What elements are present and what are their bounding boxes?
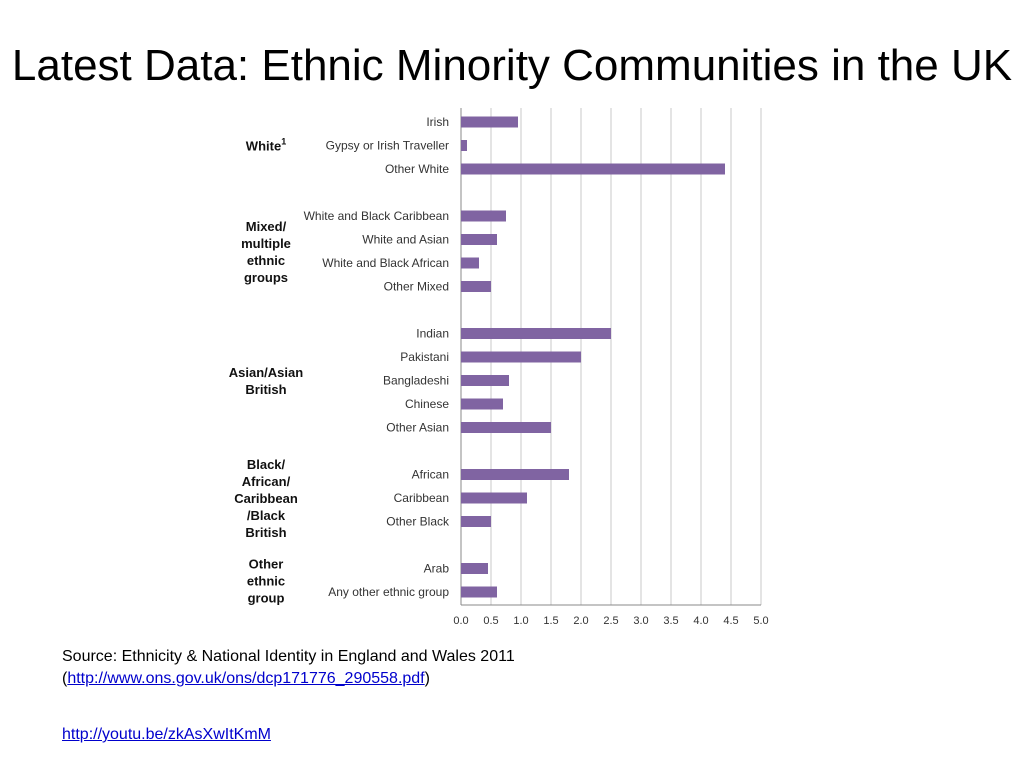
group-label: Other ethnic group (247, 556, 285, 605)
bar-chart: 0.0 0.5 1.0 1.5 2.0 2.5 3.0 3.5 4.0 4.5 5.0 Irish Gy… (229, 108, 769, 627)
slide-title: Latest Data: Ethnic Minority Communities… (11, 41, 1013, 90)
x-tick-label: 5.0 (753, 615, 768, 627)
category-label: Other Asian (386, 421, 449, 435)
x-tick-label: 4.5 (723, 615, 738, 627)
source-close-paren: ) (424, 670, 430, 687)
category-label: Arab (424, 562, 450, 576)
x-tick-label: 2.5 (603, 615, 618, 627)
bar (461, 422, 551, 433)
source-open-paren: ( (62, 670, 68, 687)
category-label: Indian (416, 327, 449, 341)
bar (461, 563, 488, 574)
category-label: African (412, 468, 449, 482)
source-link[interactable]: http://www.ons.gov.uk/ons/dcp171776_2905… (67, 670, 425, 687)
bar (461, 586, 497, 598)
x-tick-label: 0.5 (483, 615, 498, 627)
x-tick-label: 3.0 (633, 615, 648, 627)
source-note: Source: Ethnicity & National Identity in… (62, 646, 515, 690)
category-label: Chinese (405, 397, 449, 411)
category-label: White and Asian (362, 233, 449, 247)
bar (461, 140, 467, 151)
x-tick-label: 4.0 (693, 615, 708, 627)
x-tick-label: 1.0 (513, 615, 528, 627)
category-label: Any other ethnic group (328, 585, 449, 599)
bar (461, 469, 569, 480)
category-label: Other Mixed (384, 280, 449, 294)
category-label: Irish (426, 115, 449, 129)
bar (461, 257, 479, 269)
category-label: White and Black Caribbean (304, 209, 449, 223)
source-text: Source: Ethnicity & National Identity in… (62, 648, 515, 665)
category-label: Pakistani (400, 350, 449, 364)
x-tick-label: 3.5 (663, 615, 678, 627)
group-label: Black/African/Caribbean/Black British (234, 457, 298, 540)
category-label: Other Black (386, 515, 450, 529)
category-label: Gypsy or Irish Traveller (326, 139, 449, 153)
video-link[interactable]: http://youtu.be/zkAsXwItKmM (62, 726, 271, 743)
bar (461, 375, 509, 386)
category-label: Caribbean (394, 491, 449, 505)
bar (461, 234, 497, 245)
bar (461, 163, 725, 175)
group-label: Asian/Asian British (229, 365, 303, 397)
category-label: White and Black African (322, 256, 449, 270)
bar (461, 398, 503, 410)
bar (461, 492, 527, 504)
bar (461, 328, 611, 339)
bar (461, 210, 506, 222)
category-label: Bangladeshi (383, 374, 449, 388)
bar (461, 351, 581, 363)
group-label: Mixed/multiple ethnic groups (241, 219, 291, 285)
x-tick-label: 2.0 (573, 615, 588, 627)
x-tick-label: 1.5 (543, 615, 558, 627)
bar (461, 116, 518, 128)
bar (461, 281, 491, 292)
category-label: Other White (385, 162, 449, 176)
x-tick-label: 0.0 (453, 615, 468, 627)
bar (461, 516, 491, 527)
group-label: White1 (246, 137, 286, 154)
